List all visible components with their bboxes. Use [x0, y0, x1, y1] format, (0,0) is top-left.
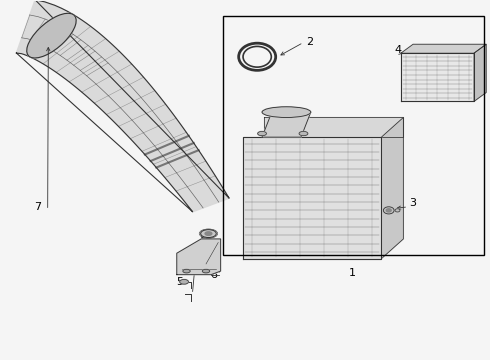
- Ellipse shape: [258, 131, 267, 136]
- Ellipse shape: [395, 209, 400, 212]
- Text: 3: 3: [410, 198, 416, 208]
- Text: 2: 2: [306, 37, 313, 48]
- Polygon shape: [381, 117, 403, 258]
- Ellipse shape: [243, 46, 271, 67]
- Ellipse shape: [386, 209, 391, 212]
- Ellipse shape: [201, 230, 216, 238]
- Ellipse shape: [180, 279, 189, 284]
- Text: 5: 5: [176, 277, 183, 287]
- Polygon shape: [177, 239, 220, 275]
- Ellipse shape: [262, 107, 311, 117]
- Text: 4: 4: [395, 45, 402, 55]
- Polygon shape: [401, 53, 474, 102]
- Ellipse shape: [183, 269, 190, 273]
- Ellipse shape: [299, 131, 308, 136]
- Polygon shape: [474, 44, 486, 102]
- Polygon shape: [16, 0, 229, 212]
- Polygon shape: [401, 44, 486, 53]
- Text: 6: 6: [210, 270, 217, 280]
- Ellipse shape: [205, 232, 212, 235]
- Ellipse shape: [202, 269, 210, 273]
- Bar: [223, 16, 484, 255]
- Polygon shape: [265, 117, 403, 137]
- Text: 7: 7: [34, 202, 42, 212]
- Polygon shape: [262, 112, 311, 137]
- Ellipse shape: [383, 207, 394, 214]
- Text: 1: 1: [349, 267, 356, 278]
- Ellipse shape: [27, 13, 76, 58]
- Polygon shape: [243, 137, 381, 258]
